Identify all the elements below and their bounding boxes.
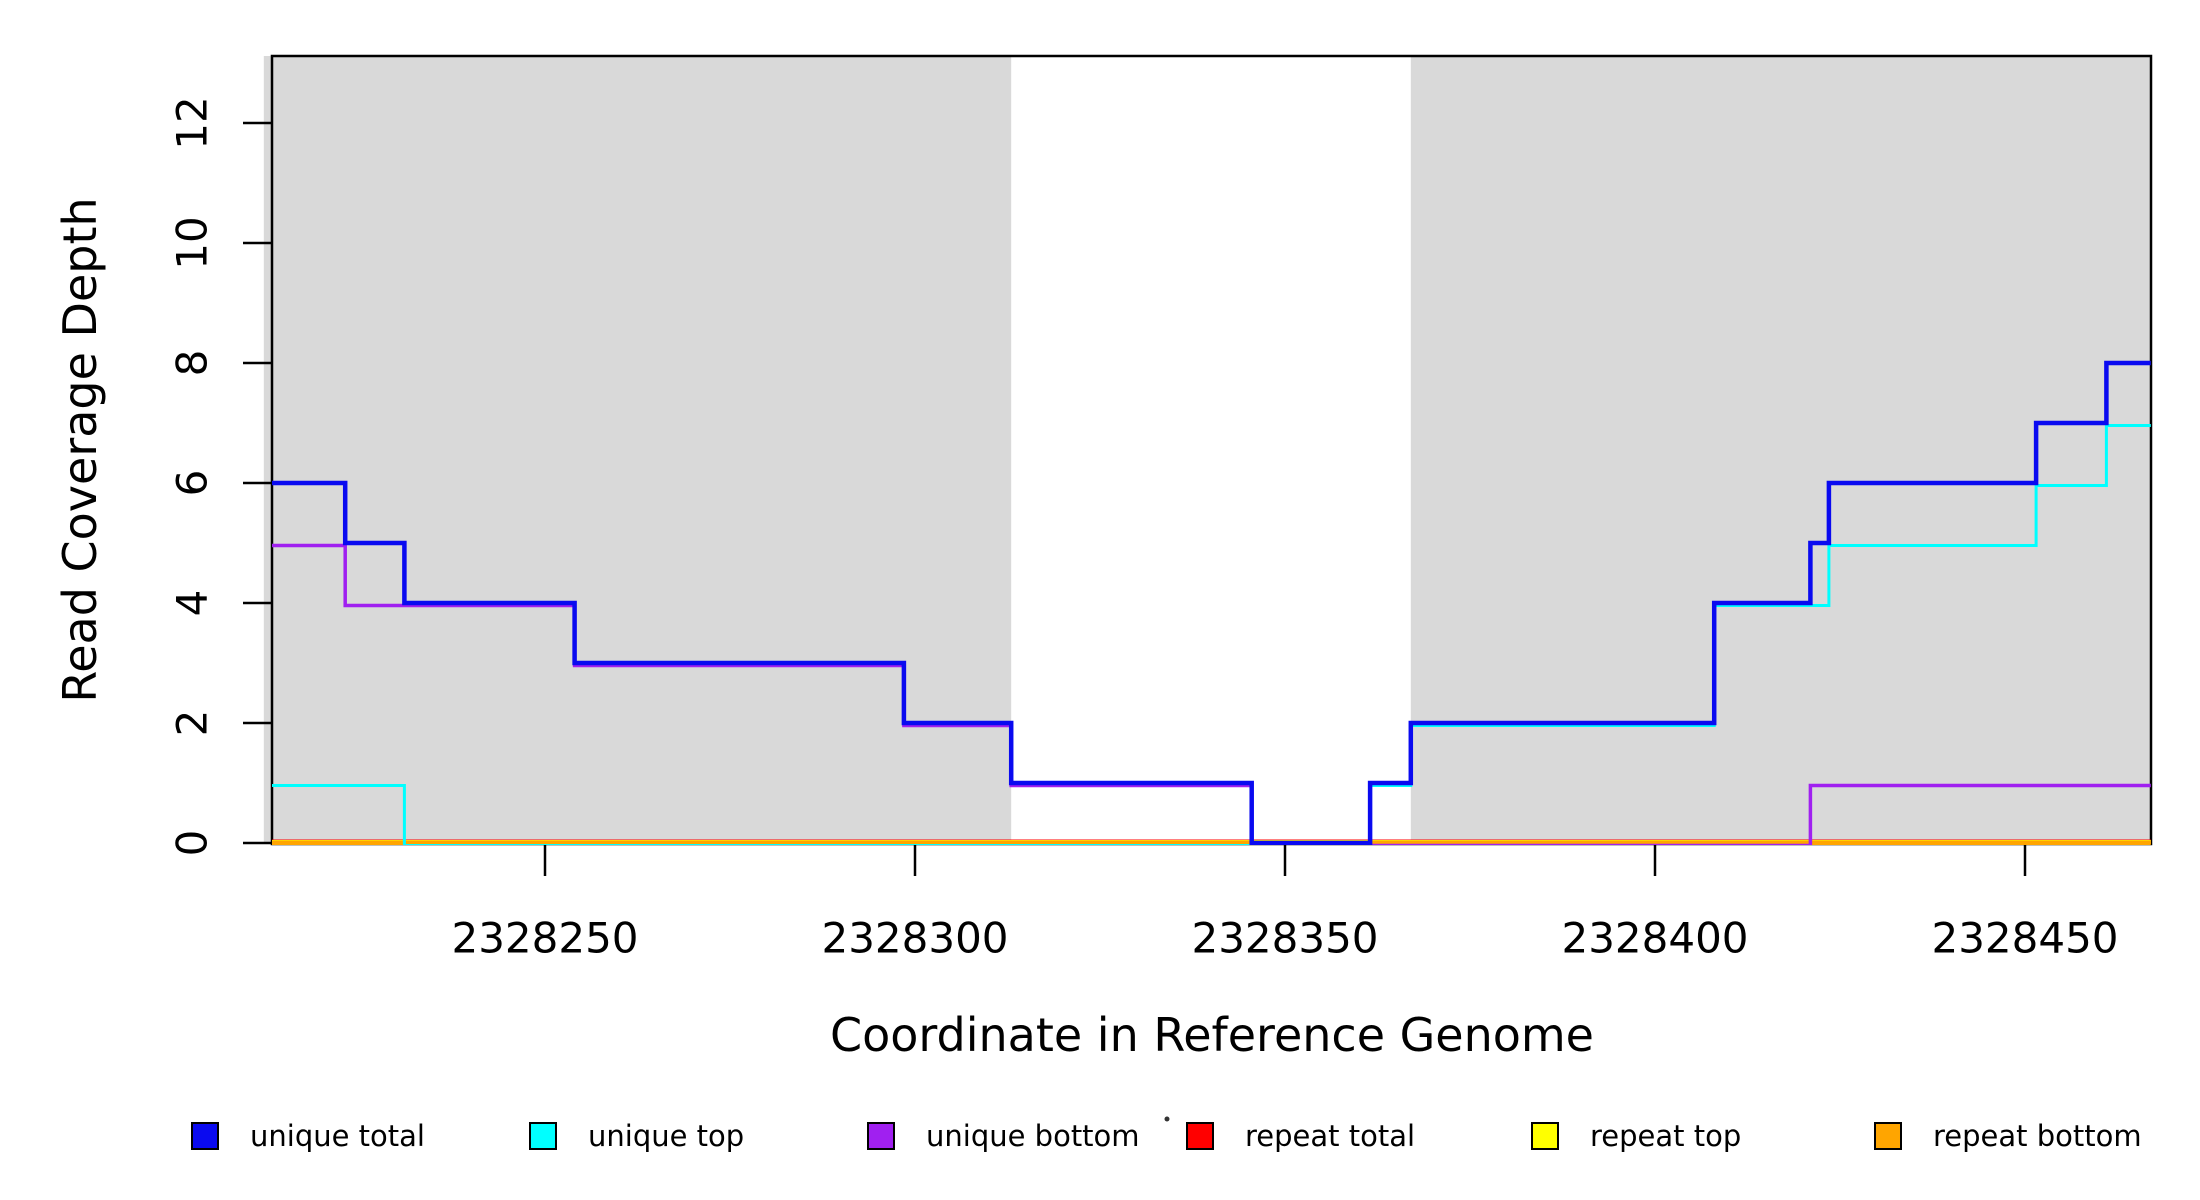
axes: 2328250 2328300 2328350 2328400 2328450 0 2 4 6 8… — [168, 96, 2119, 962]
legend: unique total unique top unique bottom repea… — [191, 1119, 2142, 1153]
y-tick-label: 12 — [168, 96, 217, 149]
x-tick-label: 2328400 — [1561, 914, 1748, 963]
y-tick-label: 8 — [168, 350, 217, 377]
y-tick-label: 6 — [168, 470, 217, 497]
legend-label: unique top — [588, 1119, 744, 1153]
legend-label: unique total — [250, 1119, 425, 1153]
x-tick-label: 2328300 — [821, 914, 1008, 963]
shaded-regions — [263, 56, 2151, 844]
y-tick-label: 2 — [168, 710, 217, 737]
legend-item: repeat total — [1186, 1119, 1415, 1153]
legend-item: unique total — [191, 1119, 425, 1153]
legend-label: repeat total — [1245, 1119, 1415, 1153]
shaded-region — [1410, 56, 2151, 844]
legend-label: repeat top — [1590, 1119, 1741, 1153]
legend-swatch — [1874, 1122, 1902, 1150]
x-tick-label: 2328450 — [1931, 914, 2118, 963]
legend-swatch — [867, 1122, 895, 1150]
legend-label: repeat bottom — [1933, 1119, 2142, 1153]
series-unique-total — [272, 360, 2151, 845]
legend-item: unique top — [529, 1119, 744, 1153]
legend-label: unique bottom — [926, 1119, 1140, 1153]
annotations — [1164, 1116, 1170, 1122]
data-series — [272, 360, 2151, 845]
x-tick-label: 2328350 — [1191, 914, 1378, 963]
x-tick-label: 2328250 — [451, 914, 638, 963]
shaded-region — [263, 56, 1012, 844]
y-tick-label: 10 — [168, 216, 217, 269]
legend-item: repeat bottom — [1874, 1119, 2142, 1153]
legend-swatch — [191, 1122, 219, 1150]
legend-swatch — [529, 1122, 557, 1150]
legend-swatch — [1531, 1122, 1559, 1150]
y-tick-label: 4 — [168, 590, 217, 617]
legend-item: repeat top — [1531, 1119, 1741, 1153]
y-tick-label: 0 — [168, 830, 217, 857]
legend-swatch — [1186, 1122, 1214, 1150]
y-axis-title: Read Coverage Depth — [53, 197, 107, 702]
stray-dot — [1164, 1116, 1170, 1122]
x-axis-title: Coordinate in Reference Genome — [830, 1008, 1594, 1062]
legend-item: unique bottom — [867, 1119, 1140, 1153]
series-unique-bottom — [272, 543, 2151, 845]
